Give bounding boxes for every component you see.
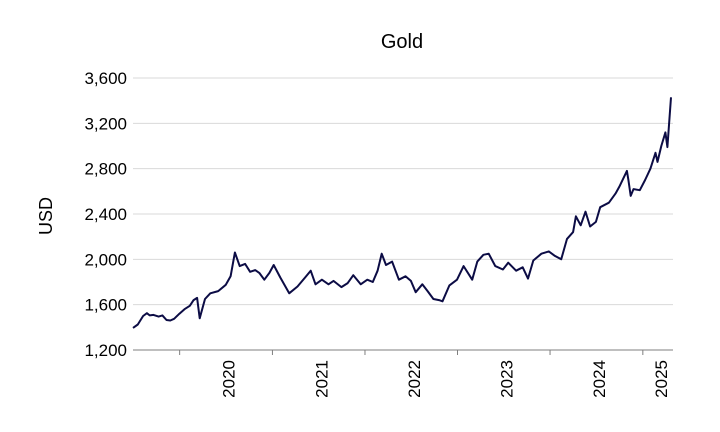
x-tick-label: 2020: [220, 360, 239, 398]
y-tick-label: 2,800: [84, 160, 127, 179]
chart-title: Gold: [381, 31, 423, 53]
x-tick-label: 2021: [312, 360, 331, 398]
x-axis-ticks: 2020 2021 2022 2023 2024 2025: [179, 350, 671, 398]
y-axis-ticks: 1,200 1,600 2,000 2,400 2,800 3,200 3,600: [84, 69, 127, 360]
y-tick-label: 1,200: [84, 341, 127, 360]
y-tick-label: 2,000: [84, 250, 127, 269]
x-tick-label: 2023: [498, 360, 517, 398]
x-tick-label: 2024: [590, 360, 609, 398]
y-tick-label: 1,600: [84, 296, 127, 315]
y-tick-label: 3,600: [84, 69, 127, 88]
x-tick-label: 2022: [405, 360, 424, 398]
y-tick-label: 2,400: [84, 205, 127, 224]
x-tick-label: 2025: [652, 360, 671, 398]
gold-price-line: [132, 97, 672, 329]
gridlines: [133, 77, 673, 306]
y-tick-label: 3,200: [84, 114, 127, 133]
y-axis-label: USD: [36, 197, 56, 235]
